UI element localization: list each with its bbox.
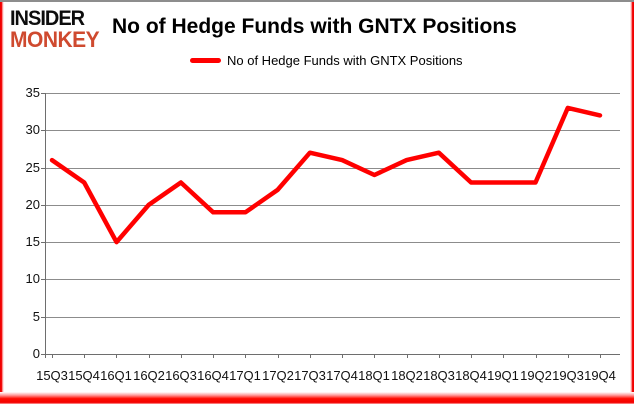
- x-axis-label: 17Q2: [262, 368, 294, 383]
- series-line: [49, 105, 603, 245]
- x-axis-tick: [471, 354, 472, 358]
- y-axis-label: 0: [32, 346, 40, 361]
- x-axis-label: 18Q3: [423, 368, 455, 383]
- x-axis-tick: [439, 354, 440, 358]
- x-axis-label: 18Q1: [358, 368, 390, 383]
- y-axis-tick: [41, 130, 45, 131]
- gridline: [45, 205, 620, 206]
- logo-insider: INSIDER: [10, 6, 85, 31]
- x-axis-tick: [407, 354, 408, 358]
- y-axis-line: [45, 93, 46, 358]
- frame-bottom-border: [0, 392, 634, 404]
- x-axis-tick: [503, 354, 504, 358]
- x-axis-label: 19Q2: [520, 368, 552, 383]
- x-axis-label: 16Q3: [165, 368, 197, 383]
- y-axis-label: 5: [32, 309, 40, 324]
- x-axis-tick: [181, 354, 182, 358]
- x-axis-tick: [52, 354, 53, 358]
- y-axis-label: 20: [25, 197, 40, 212]
- logo-monkey: MONKEY: [10, 27, 100, 53]
- x-axis-label: 19Q3: [552, 368, 584, 383]
- x-axis-label: 15Q3: [36, 368, 68, 383]
- x-axis-label: 15Q4: [68, 368, 100, 383]
- x-axis-tick: [568, 354, 569, 358]
- x-axis-label: 17Q3: [294, 368, 326, 383]
- gridline: [45, 168, 620, 169]
- series-polyline: [49, 105, 603, 245]
- x-axis-label: 18Q2: [391, 368, 423, 383]
- x-axis-tick: [536, 354, 537, 358]
- x-axis-tick: [342, 354, 343, 358]
- x-axis-label: 17Q4: [326, 368, 358, 383]
- x-axis-label: 18Q4: [455, 368, 487, 383]
- frame-left-border: [0, 2, 4, 395]
- y-axis-tick: [41, 168, 45, 169]
- gridline: [45, 317, 620, 318]
- chart-title: No of Hedge Funds with GNTX Positions: [112, 15, 517, 38]
- y-axis-tick: [41, 317, 45, 318]
- y-axis-tick: [41, 205, 45, 206]
- x-axis-tick: [213, 354, 214, 358]
- x-axis-label: 16Q2: [133, 368, 165, 383]
- y-axis-label: 10: [25, 271, 40, 286]
- x-axis-tick: [149, 354, 150, 358]
- x-axis-tick: [245, 354, 246, 358]
- frame-right-border: [630, 2, 634, 395]
- x-axis-label: 19Q1: [487, 368, 519, 383]
- x-axis-label: 17Q1: [229, 368, 261, 383]
- y-axis-tick: [41, 242, 45, 243]
- y-axis-label: 35: [25, 85, 40, 100]
- x-axis-tick: [600, 354, 601, 358]
- y-axis-label: 25: [25, 160, 40, 175]
- gridline: [45, 130, 620, 131]
- y-axis-label: 30: [25, 122, 40, 137]
- legend-line-swatch: [190, 58, 221, 63]
- legend-label: No of Hedge Funds with GNTX Positions: [227, 53, 463, 68]
- y-axis-label: 15: [25, 234, 40, 249]
- x-axis-label: 19Q4: [584, 368, 616, 383]
- x-axis-tick: [278, 354, 279, 358]
- frame-top-border: [0, 0, 634, 2]
- x-axis-tick: [116, 354, 117, 358]
- x-axis-label: 16Q1: [100, 368, 132, 383]
- gridline: [45, 354, 620, 355]
- gridline: [45, 93, 620, 94]
- gridline: [45, 279, 620, 280]
- legend: No of Hedge Funds with GNTX Positions: [190, 53, 463, 68]
- x-axis-tick: [84, 354, 85, 358]
- insider-monkey-logo: INSIDER MONKEY: [10, 6, 100, 53]
- y-axis-tick: [41, 93, 45, 94]
- x-axis-tick: [310, 354, 311, 358]
- y-axis-tick: [41, 279, 45, 280]
- x-axis-tick: [374, 354, 375, 358]
- y-axis-tick: [41, 354, 45, 355]
- gridline: [45, 242, 620, 243]
- x-axis-label: 16Q4: [197, 368, 229, 383]
